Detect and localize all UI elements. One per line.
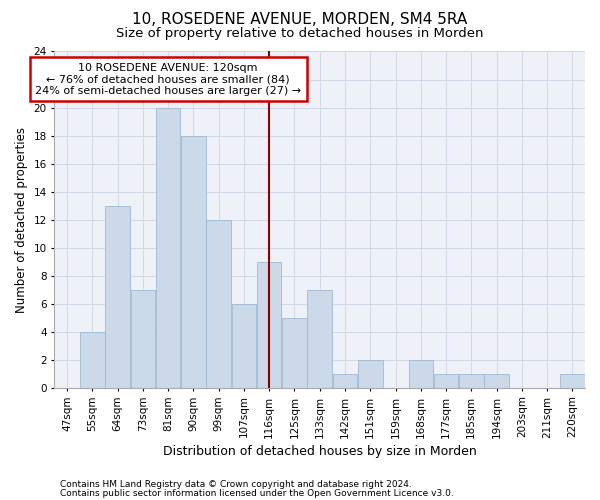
Text: 10 ROSEDENE AVENUE: 120sqm
← 76% of detached houses are smaller (84)
24% of semi: 10 ROSEDENE AVENUE: 120sqm ← 76% of deta…: [35, 62, 301, 96]
Bar: [560, 374, 584, 388]
Text: Contains HM Land Registry data © Crown copyright and database right 2024.: Contains HM Land Registry data © Crown c…: [60, 480, 412, 489]
Bar: [459, 374, 484, 388]
Bar: [80, 332, 104, 388]
Bar: [131, 290, 155, 388]
Bar: [232, 304, 256, 388]
Bar: [358, 360, 383, 388]
Bar: [181, 136, 206, 388]
Bar: [257, 262, 281, 388]
Bar: [307, 290, 332, 388]
Bar: [106, 206, 130, 388]
Bar: [409, 360, 433, 388]
Y-axis label: Number of detached properties: Number of detached properties: [15, 126, 28, 312]
Bar: [206, 220, 231, 388]
Bar: [333, 374, 357, 388]
Bar: [282, 318, 307, 388]
Bar: [484, 374, 509, 388]
Bar: [156, 108, 181, 388]
Text: Size of property relative to detached houses in Morden: Size of property relative to detached ho…: [116, 28, 484, 40]
X-axis label: Distribution of detached houses by size in Morden: Distribution of detached houses by size …: [163, 444, 476, 458]
Text: 10, ROSEDENE AVENUE, MORDEN, SM4 5RA: 10, ROSEDENE AVENUE, MORDEN, SM4 5RA: [133, 12, 467, 28]
Bar: [434, 374, 458, 388]
Text: Contains public sector information licensed under the Open Government Licence v3: Contains public sector information licen…: [60, 488, 454, 498]
